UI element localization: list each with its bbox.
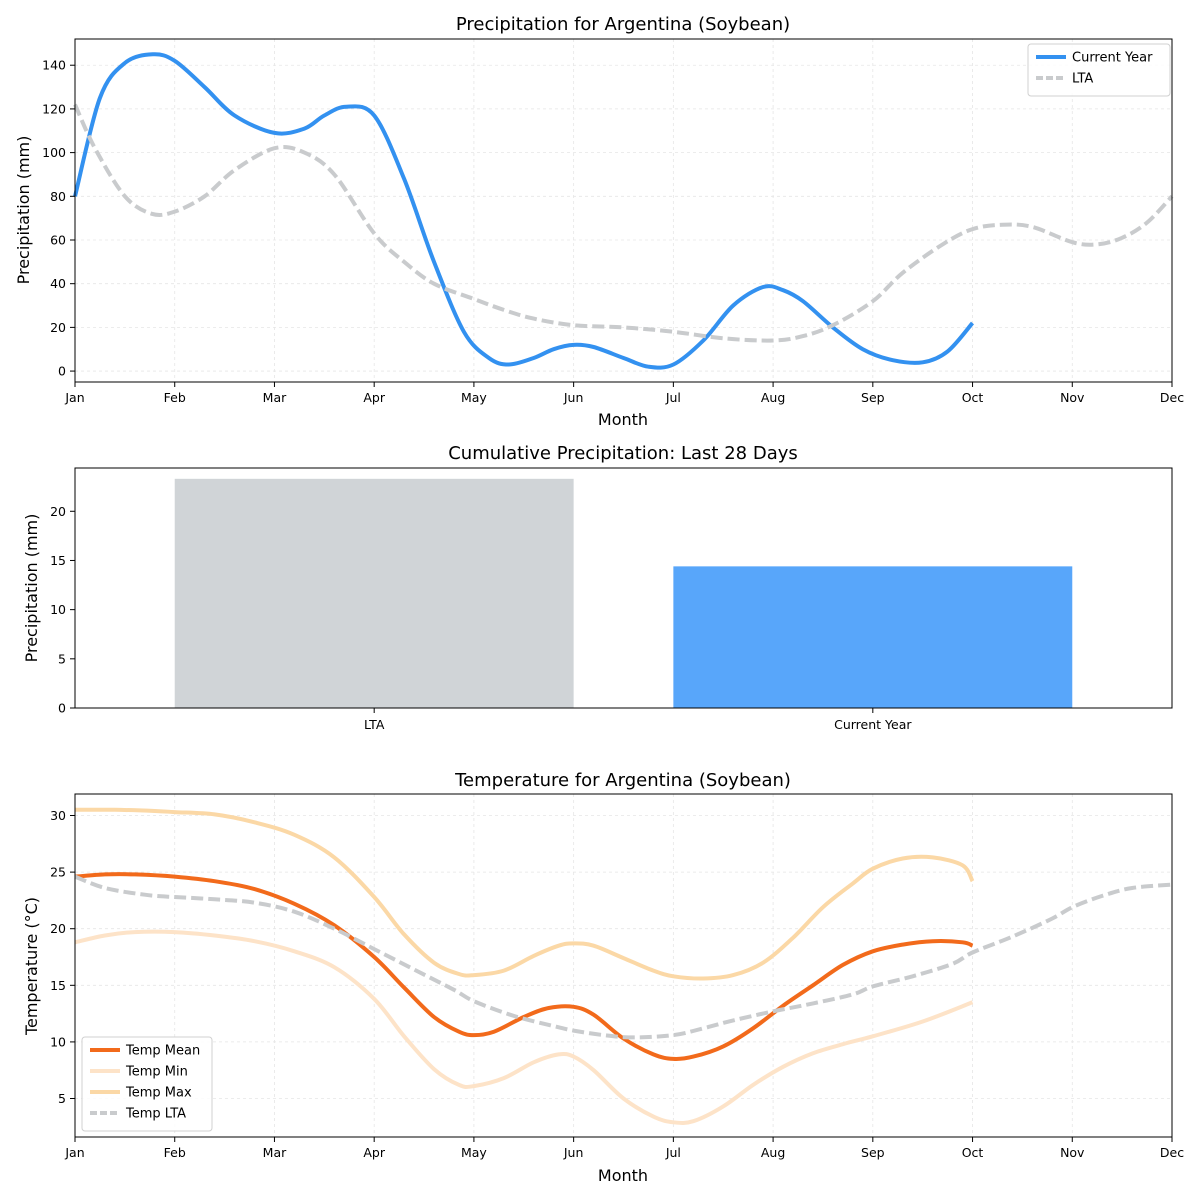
- x-tick-label: Dec: [1160, 1145, 1184, 1160]
- y-axis-label: Precipitation (mm): [22, 514, 41, 663]
- x-tick-label: Aug: [761, 1145, 785, 1160]
- y-tick-label: 40: [50, 276, 66, 291]
- x-tick-label: Current Year: [834, 717, 912, 732]
- chart-title: Temperature for Argentina (Soybean): [454, 770, 791, 791]
- legend: Temp Mean Temp Min Temp Max Temp LTA: [81, 1036, 213, 1132]
- x-tick-label: Jun: [563, 1145, 584, 1160]
- y-tick-label: 20: [50, 921, 66, 936]
- y-tick-label: 15: [50, 978, 66, 993]
- legend-label-temp-mean: Temp Mean: [125, 1044, 200, 1059]
- y-tick-label: 10: [50, 602, 66, 617]
- x-tick-label: Feb: [164, 1145, 186, 1160]
- x-tick-label: Jan: [64, 390, 84, 405]
- y-tick-label: 100: [42, 145, 66, 160]
- plot-frame: [74, 467, 1173, 709]
- y-tick-label: 0: [58, 364, 66, 379]
- series-line-temp-max: [74, 807, 975, 981]
- legend-label-lta: LTA: [1072, 72, 1093, 87]
- chart-title: Precipitation for Argentina (Soybean): [456, 14, 790, 35]
- y-tick-label: 140: [42, 58, 66, 73]
- x-tick-label: Oct: [962, 390, 984, 405]
- x-tick-label: Oct: [962, 1145, 984, 1160]
- series-line-temp-mean: [74, 872, 974, 1062]
- x-tick-label: Sep: [861, 1145, 885, 1160]
- chart-title: Cumulative Precipitation: Last 28 Days: [448, 443, 798, 464]
- series-line-lta: [73, 103, 1174, 343]
- y-tick-label: 20: [50, 504, 66, 519]
- x-tick-label: Jan: [64, 1145, 84, 1160]
- y-tick-label: 60: [50, 232, 66, 247]
- y-tick-label: 0: [58, 701, 66, 716]
- plot-frame: [74, 38, 1173, 383]
- series-line-temp-lta: [74, 874, 1173, 1040]
- bar-current-year: [673, 566, 1073, 708]
- x-tick-label: May: [461, 1145, 487, 1160]
- x-tick-label: Dec: [1160, 390, 1184, 405]
- x-tick-label: Apr: [363, 390, 385, 405]
- x-tick-label: Mar: [263, 390, 287, 405]
- y-tick-label: 15: [50, 553, 66, 568]
- x-tick-label: Mar: [263, 1145, 287, 1160]
- series-line-current-year: [73, 52, 975, 370]
- bar-lta: [174, 478, 574, 708]
- x-tick-label: Apr: [363, 1145, 385, 1160]
- x-tick-label: May: [461, 390, 487, 405]
- x-tick-label: Sep: [861, 390, 885, 405]
- x-tick-label: Feb: [164, 390, 186, 405]
- legend-label-current-year: Current Year: [1072, 51, 1153, 66]
- y-axis-label: Temperature (°C): [22, 897, 41, 1036]
- x-tick-label: Nov: [1060, 390, 1085, 405]
- x-axis-label: Month: [598, 410, 648, 429]
- x-tick-label: Jul: [665, 390, 681, 405]
- x-tick-label: Nov: [1060, 1145, 1085, 1160]
- legend-label-temp-lta: Temp LTA: [125, 1107, 186, 1122]
- precipitation-line-chart: Precipitation for Argentina (Soybean) Mo…: [14, 14, 1184, 429]
- legend: Current Year LTA: [1027, 43, 1171, 97]
- y-axis-label: Precipitation (mm): [14, 136, 33, 285]
- y-tick-label: 120: [42, 101, 66, 116]
- legend-label-temp-max: Temp Max: [125, 1086, 192, 1101]
- x-tick-label: Aug: [761, 390, 785, 405]
- y-tick-label: 25: [50, 865, 66, 880]
- plot-frame: [74, 793, 1173, 1138]
- y-tick-label: 80: [50, 189, 66, 204]
- legend-box: [81, 1036, 213, 1132]
- legend-label-temp-min: Temp Min: [125, 1065, 188, 1080]
- x-axis-label: Month: [598, 1166, 648, 1185]
- y-tick-label: 10: [50, 1034, 66, 1049]
- y-tick-label: 20: [50, 320, 66, 335]
- y-tick-label: 5: [58, 1091, 66, 1106]
- cumulative-precip-bar-chart: Cumulative Precipitation: Last 28 Days P…: [22, 443, 1173, 732]
- y-tick-label: 30: [50, 808, 66, 823]
- x-tick-label: Jul: [665, 1145, 681, 1160]
- y-tick-label: 5: [58, 651, 66, 666]
- series-line-temp-min: [74, 929, 974, 1125]
- x-tick-label: Jun: [563, 390, 584, 405]
- x-tick-label: LTA: [364, 717, 385, 732]
- temperature-line-chart: Temperature for Argentina (Soybean) Mont…: [22, 770, 1184, 1185]
